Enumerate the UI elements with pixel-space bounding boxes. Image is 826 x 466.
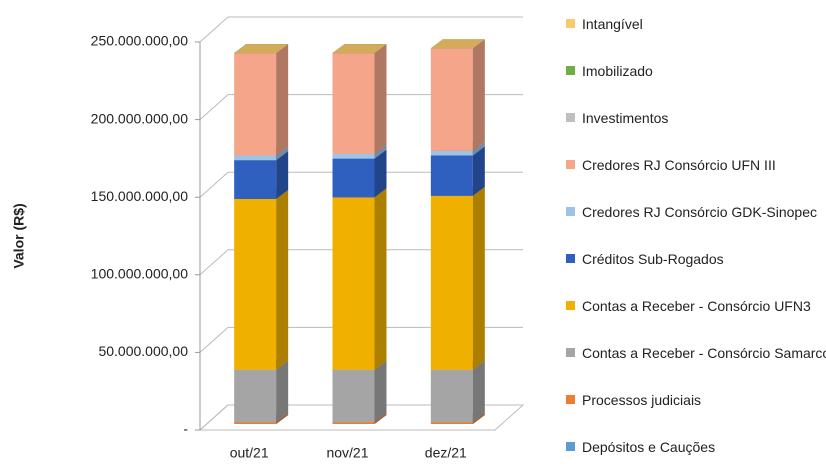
bar-side — [472, 141, 485, 156]
legend-label: Imobilizado — [582, 63, 653, 79]
bar-segment — [234, 422, 277, 424]
legend-label: Intangível — [582, 16, 643, 32]
bar-segment — [332, 53, 375, 154]
y-tick-label: 50.000.000,00 — [98, 343, 188, 359]
bar-segment — [430, 150, 473, 156]
legend-entry: Contas a Receber - Consórcio Samarco — [566, 343, 826, 363]
bar-side — [276, 189, 289, 370]
legend-swatch — [566, 348, 575, 357]
bar-side — [276, 146, 289, 161]
legend-label: Créditos Sub-Rogados — [582, 251, 724, 267]
bar-side — [374, 144, 387, 159]
y-tick-label: 250.000.000,00 — [91, 33, 189, 49]
bar-side — [374, 413, 387, 424]
grid-line — [199, 249, 523, 276]
bar-side — [472, 186, 485, 370]
bar-segment — [234, 198, 277, 370]
bar-segment — [430, 422, 473, 424]
bar-side — [276, 413, 289, 424]
y-tick-label: 100.000.000,00 — [91, 266, 189, 282]
grid-line — [199, 16, 523, 43]
bar-side — [472, 39, 485, 151]
legend-entry: Intangível — [566, 14, 826, 34]
bar-segment — [332, 369, 375, 423]
legend-entry: Depósitos e Cauções — [566, 437, 826, 457]
legend-swatch — [566, 207, 575, 216]
bar-side — [472, 146, 485, 196]
legend-swatch — [566, 113, 575, 122]
legend-swatch — [566, 66, 575, 75]
legend-entry: Credores RJ Consórcio GDK-Sinopec — [566, 202, 826, 222]
grid-line — [199, 326, 523, 353]
y-tick-label: 150.000.000,00 — [91, 188, 189, 204]
grid-line — [199, 94, 523, 120]
bar-top — [430, 39, 485, 49]
bar-side — [276, 44, 289, 156]
legend-entry: Imobilizado — [566, 61, 826, 81]
legend-entry: Créditos Sub-Rogados — [566, 249, 826, 269]
bar-side — [276, 151, 289, 199]
legend-entry: Processos judiciais — [566, 390, 826, 410]
grid-line — [199, 404, 523, 431]
legend-label: Contas a Receber - Consórcio Samarco — [582, 345, 826, 361]
legend-swatch — [566, 160, 575, 169]
y-axis-title: Valor (R$) — [11, 203, 27, 268]
bar-side — [472, 413, 485, 424]
bar-segment — [234, 155, 277, 161]
legend-entry: Contas a Receber - Consórcio UFN3 — [566, 296, 826, 316]
legend-label: Credores RJ Consórcio GDK-Sinopec — [582, 204, 817, 220]
legend-swatch — [566, 254, 575, 263]
bar-segment — [332, 422, 375, 424]
bar-segment — [234, 160, 277, 199]
y-tick-label: 200.000.000,00 — [91, 110, 189, 126]
legend-swatch — [566, 301, 575, 310]
legend-swatch — [566, 19, 575, 28]
x-tick-label: nov/21 — [326, 445, 368, 461]
bar-segment — [332, 197, 375, 370]
bar-segment — [430, 369, 473, 423]
x-tick-label: out/21 — [230, 445, 269, 461]
bar-side — [472, 360, 485, 423]
bar-segment — [234, 369, 277, 423]
bar-segment — [332, 158, 375, 198]
legend-label: Credores RJ Consórcio UFN III — [582, 157, 776, 173]
bar-side — [374, 188, 387, 370]
bar-side — [374, 44, 387, 154]
y-tick-label: - — [183, 421, 188, 437]
legend-label: Investimentos — [582, 110, 669, 126]
bar-top — [234, 44, 289, 54]
legend-entry: Investimentos — [566, 108, 826, 128]
legend-label: Contas a Receber - Consórcio UFN3 — [582, 298, 811, 314]
bar-segment — [234, 53, 277, 156]
bar-segment — [332, 153, 375, 159]
bar-segment — [430, 195, 473, 370]
legend-label: Processos judiciais — [582, 392, 702, 408]
grid-line — [199, 171, 523, 198]
bar-segment — [430, 48, 473, 151]
legend-entry: Credores RJ Consórcio UFN III — [566, 155, 826, 175]
x-tick-label: dez/21 — [425, 445, 467, 461]
bar-side — [374, 149, 387, 198]
bar-segment — [430, 155, 473, 196]
bar-side — [276, 360, 289, 423]
bar-top — [332, 44, 387, 54]
legend-swatch — [566, 442, 575, 451]
bar-side — [374, 360, 387, 423]
legend-swatch — [566, 395, 575, 404]
legend-label: Depósitos e Cauções — [582, 439, 716, 455]
